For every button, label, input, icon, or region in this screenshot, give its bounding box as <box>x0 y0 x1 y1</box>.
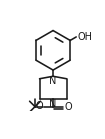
Text: N: N <box>49 76 57 86</box>
Text: OH: OH <box>78 32 93 42</box>
Text: O: O <box>35 101 43 111</box>
Text: O: O <box>64 102 72 112</box>
Text: N: N <box>49 99 57 109</box>
